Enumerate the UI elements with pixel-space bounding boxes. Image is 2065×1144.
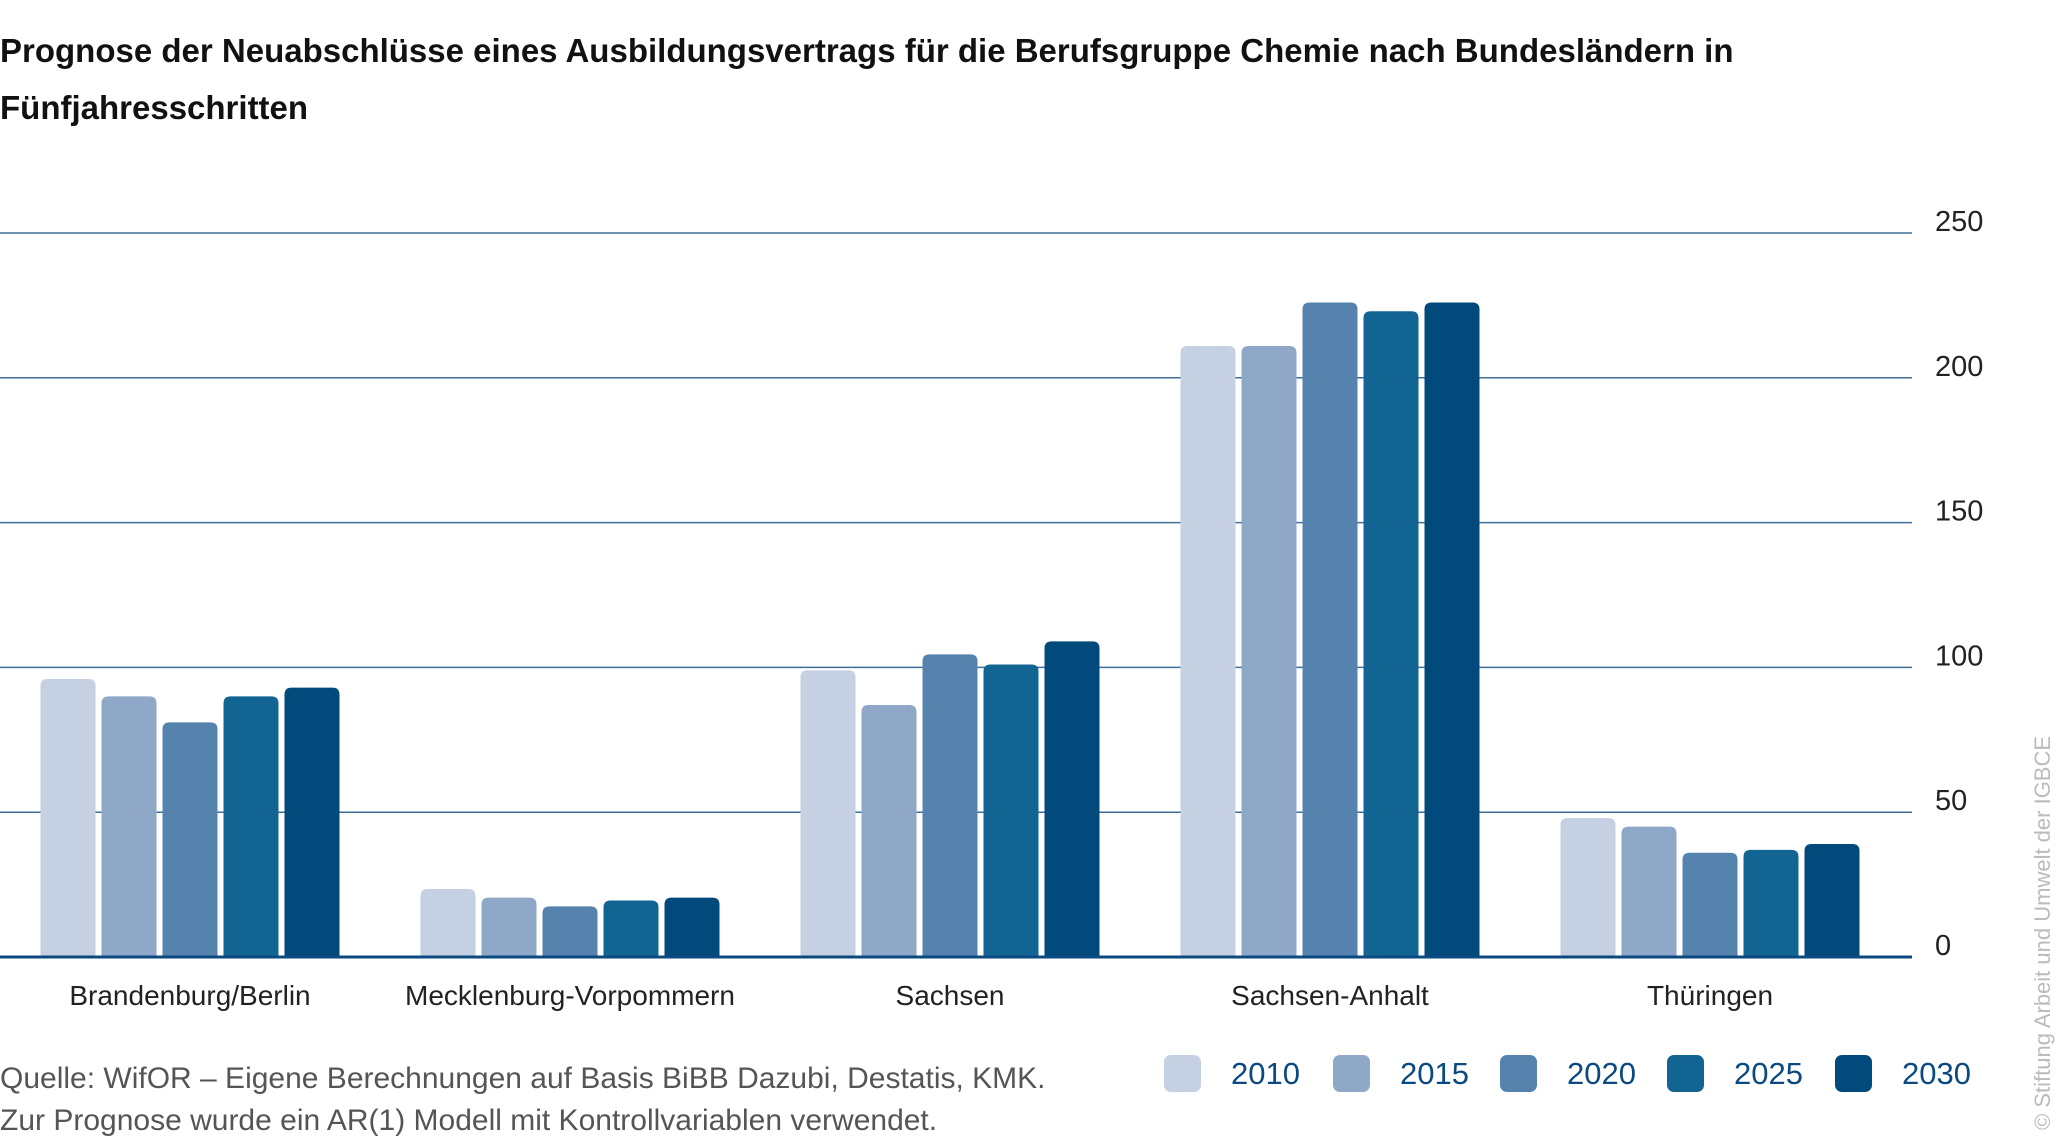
bar-2015 (481, 897, 537, 957)
bar-2010 (1180, 345, 1236, 958)
bar-2010 (800, 670, 856, 957)
legend-item-2015: 2015 (1333, 1055, 1469, 1092)
category-label: Mecklenburg-Vorpommern (405, 980, 735, 1011)
source-note: Quelle: WifOR – Eigene Berechnungen auf … (0, 1058, 1046, 1142)
legend-item-2030: 2030 (1835, 1055, 1971, 1092)
bar-2025 (1363, 311, 1419, 957)
bar-2010 (1560, 817, 1616, 957)
source-line: Zur Prognose wurde ein AR(1) Modell mit … (0, 1104, 938, 1137)
legend-item-2020: 2020 (1500, 1055, 1636, 1092)
source-line: Quelle: WifOR – Eigene Berechnungen auf … (0, 1062, 1046, 1095)
y-tick-label: 0 (1935, 930, 1951, 962)
legend-label: 2020 (1567, 1055, 1636, 1091)
bar-2025 (1743, 849, 1799, 957)
legend-item-2025: 2025 (1667, 1055, 1803, 1092)
legend-item-2010: 2010 (1164, 1055, 1300, 1092)
bar-2030 (284, 687, 340, 957)
legend-label: 2025 (1734, 1055, 1803, 1091)
category-label: Thüringen (1647, 980, 1773, 1011)
bar-2020 (162, 722, 218, 957)
bar-2025 (983, 664, 1039, 957)
bar-2020 (922, 654, 978, 957)
bar-2030 (1804, 844, 1860, 957)
chart-title: Prognose der Neuabschlüsse eines Ausbild… (0, 32, 1734, 126)
y-tick-label: 50 (1935, 785, 1967, 817)
y-tick-label: 250 (1935, 206, 1983, 238)
bar-2015 (1241, 345, 1297, 958)
legend-swatch (1164, 1055, 1201, 1092)
y-tick-label: 150 (1935, 496, 1983, 528)
y-tick-label: 100 (1935, 640, 1983, 672)
legend-swatch (1333, 1055, 1370, 1092)
bar-2020 (1682, 852, 1738, 957)
bar-2025 (223, 696, 279, 957)
legend-swatch (1500, 1055, 1537, 1092)
legend-label: 2010 (1231, 1055, 1300, 1091)
category-label: Sachsen (896, 980, 1005, 1011)
legend-swatch (1835, 1055, 1872, 1092)
legend-label: 2015 (1400, 1055, 1469, 1091)
legend-swatch (1667, 1055, 1704, 1092)
bar-2015 (101, 696, 157, 957)
category-label: Sachsen-Anhalt (1231, 980, 1429, 1011)
bar-2020 (542, 906, 598, 957)
bar-2015 (861, 705, 917, 957)
bar-2010 (40, 678, 96, 957)
y-tick-label: 200 (1935, 351, 1983, 383)
bar-2030 (664, 897, 720, 957)
copyright-note: © Stiftung Arbeit und Umwelt der IGBCE (2030, 735, 2055, 1130)
bar-2010 (420, 888, 476, 957)
bar-2030 (1044, 641, 1100, 957)
bar-2015 (1621, 826, 1677, 957)
bar-2030 (1424, 302, 1480, 957)
category-label: Brandenburg/Berlin (69, 980, 310, 1011)
bar-2020 (1302, 302, 1358, 957)
bar-2025 (603, 900, 659, 957)
legend-label: 2030 (1902, 1055, 1971, 1091)
